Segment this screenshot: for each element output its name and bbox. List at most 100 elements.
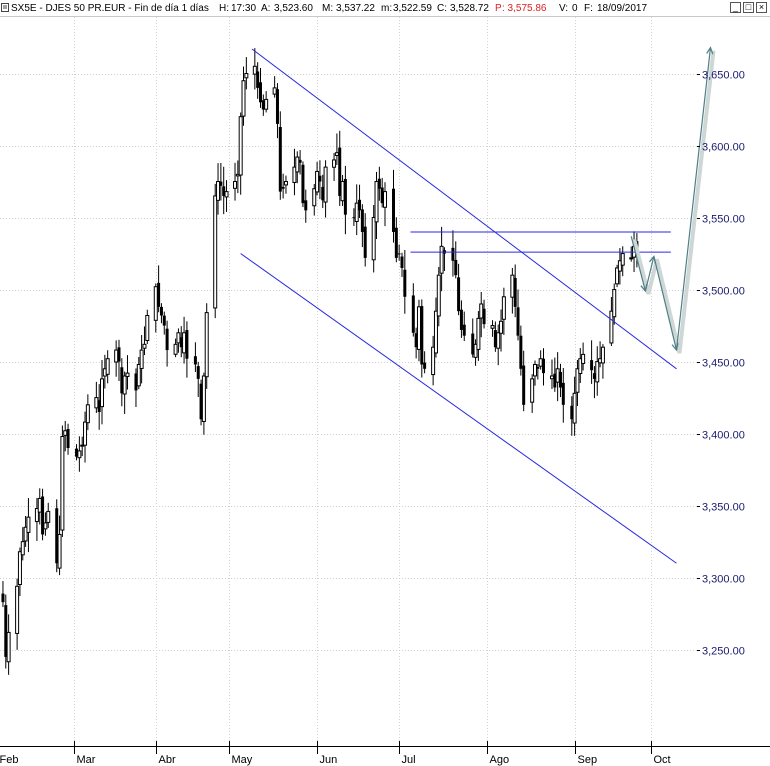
v-label: V: (559, 3, 569, 14)
candle (182, 316, 187, 364)
candle-body-down (519, 335, 523, 369)
candle (499, 309, 504, 352)
candle-body-down (179, 337, 183, 348)
candle-body-up (37, 497, 42, 513)
candle (258, 67, 262, 108)
chart-window-icon (1, 3, 9, 12)
candle-body-down (553, 373, 557, 388)
v-value: 0 (572, 3, 578, 14)
candle (496, 324, 501, 366)
candle-body-down (482, 308, 486, 325)
price-chart[interactable]: 3,250.00 3,300.00 3,350.00 3,400.00 3,450.00… (0, 17, 770, 766)
candle-body-down (162, 315, 166, 326)
candle-body-up (272, 87, 277, 95)
projection-layer (630, 46, 716, 354)
maximize-button[interactable]: □ (743, 2, 754, 13)
candle-body-up (496, 332, 501, 349)
candle-body-up (142, 343, 147, 349)
candle (592, 366, 596, 399)
candle (201, 372, 206, 435)
candle-body-up (20, 541, 25, 556)
candle-body-up (533, 363, 537, 377)
projection-arrowhead (706, 46, 714, 55)
candle (312, 184, 317, 216)
candle (374, 171, 379, 240)
projection-arrowhead (640, 284, 648, 293)
candle-body-up (595, 361, 600, 383)
candle-body-up (615, 267, 620, 285)
candle-body-down (513, 277, 517, 307)
candle-body-down (281, 186, 285, 189)
candle-body-up (34, 508, 39, 523)
candle-body-up (436, 274, 441, 317)
candle (193, 342, 197, 372)
candle-body-down (278, 126, 282, 192)
candle-body-up (63, 430, 68, 436)
trendline-layer (240, 48, 677, 564)
candle (340, 175, 345, 206)
m-label: M: (322, 3, 334, 14)
candle-body-down (157, 282, 161, 307)
candle (256, 62, 260, 99)
candle-body-up (145, 315, 150, 342)
candle-body-down (222, 186, 226, 196)
candle (117, 339, 121, 382)
candle-body-up (241, 80, 246, 117)
candle-body-down (360, 209, 364, 232)
candle (272, 76, 277, 98)
candle (493, 321, 497, 352)
candle (519, 325, 523, 376)
candle (120, 358, 124, 407)
candle (403, 249, 407, 314)
candle (377, 166, 381, 201)
candle (41, 488, 45, 541)
candle (283, 175, 288, 194)
candle (371, 205, 376, 273)
candle-body-up (201, 375, 206, 422)
candle (75, 444, 79, 461)
candle (439, 226, 444, 292)
x-tick-label-feb: Feb (0, 754, 18, 766)
candle-body-down (193, 356, 197, 365)
candle-body-down (454, 259, 458, 276)
trendline-upper-channel (251, 48, 677, 370)
candle-body-down (363, 226, 367, 258)
projection-arrowhead (648, 255, 656, 264)
candle-body-down (165, 328, 169, 351)
candle-body-down (318, 175, 322, 182)
projection-arrowhead (671, 343, 679, 352)
candle-body-down (352, 217, 356, 219)
candle (1, 581, 5, 608)
candle-body-up (139, 349, 144, 369)
candle (213, 183, 218, 319)
candle-body-up (213, 195, 218, 309)
candle (136, 357, 141, 390)
candle-body-up (572, 392, 577, 424)
close-button[interactable]: × (756, 2, 767, 13)
candle (612, 283, 617, 325)
candle-body-up (173, 343, 178, 355)
candle-body-up (371, 217, 376, 261)
candle-body-down (199, 383, 203, 420)
candle (34, 497, 39, 541)
candle (60, 425, 65, 537)
candle (17, 547, 22, 597)
x-tick-label-ago: Ago (490, 754, 510, 766)
candle (238, 112, 243, 195)
candlestick-series (1, 48, 639, 675)
candle (533, 360, 537, 386)
candle-body-up (374, 181, 379, 223)
y-tick-label-3550: 3,550.00 (702, 214, 745, 226)
candle (354, 184, 359, 236)
candle (459, 300, 463, 338)
candle (185, 321, 189, 378)
candle-body-up (60, 436, 65, 531)
minimize-button[interactable]: _ (730, 2, 741, 13)
candle (179, 326, 183, 358)
candle (609, 296, 614, 346)
candle-body-down (159, 306, 163, 316)
candle (462, 311, 466, 342)
candle-body-down (590, 360, 594, 371)
candle (575, 359, 580, 407)
candle (318, 160, 322, 200)
